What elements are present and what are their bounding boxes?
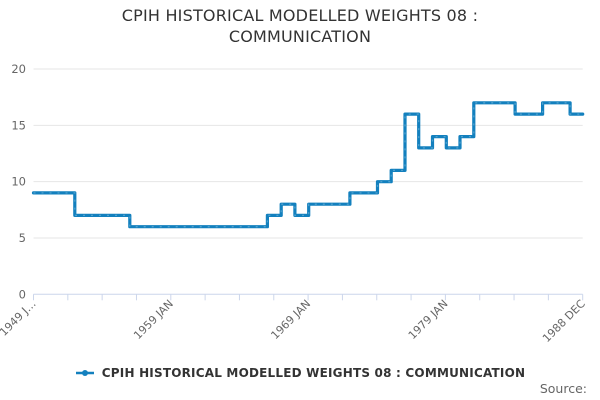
- y-tick-label: 10: [11, 175, 26, 189]
- x-tick-label: 1959 JAN: [131, 297, 176, 342]
- y-tick-label: 20: [11, 62, 26, 76]
- series-line[interactable]: [31, 101, 585, 229]
- x-tick-label: 1988 DEC: [540, 297, 588, 345]
- y-tick-label: 15: [11, 118, 26, 132]
- y-tick-label: 5: [19, 231, 26, 245]
- y-tick-label: 0: [19, 287, 26, 301]
- source-label: Source:: [539, 381, 587, 396]
- legend-line-marker-icon: [75, 370, 94, 376]
- legend-label: CPIH HISTORICAL MODELLED WEIGHTS 08 : CO…: [101, 366, 526, 380]
- chart-title: CPIH HISTORICAL MODELLED WEIGHTS 08 : CO…: [121, 6, 479, 46]
- legend-item[interactable]: CPIH HISTORICAL MODELLED WEIGHTS 08 : CO…: [0, 364, 600, 382]
- x-tick-label: 1969 JAN: [268, 297, 313, 342]
- series-line-texture: [33, 102, 583, 228]
- x-tick-label: 1979 JAN: [406, 297, 451, 342]
- x-tick-label: 1949 J…: [0, 297, 39, 339]
